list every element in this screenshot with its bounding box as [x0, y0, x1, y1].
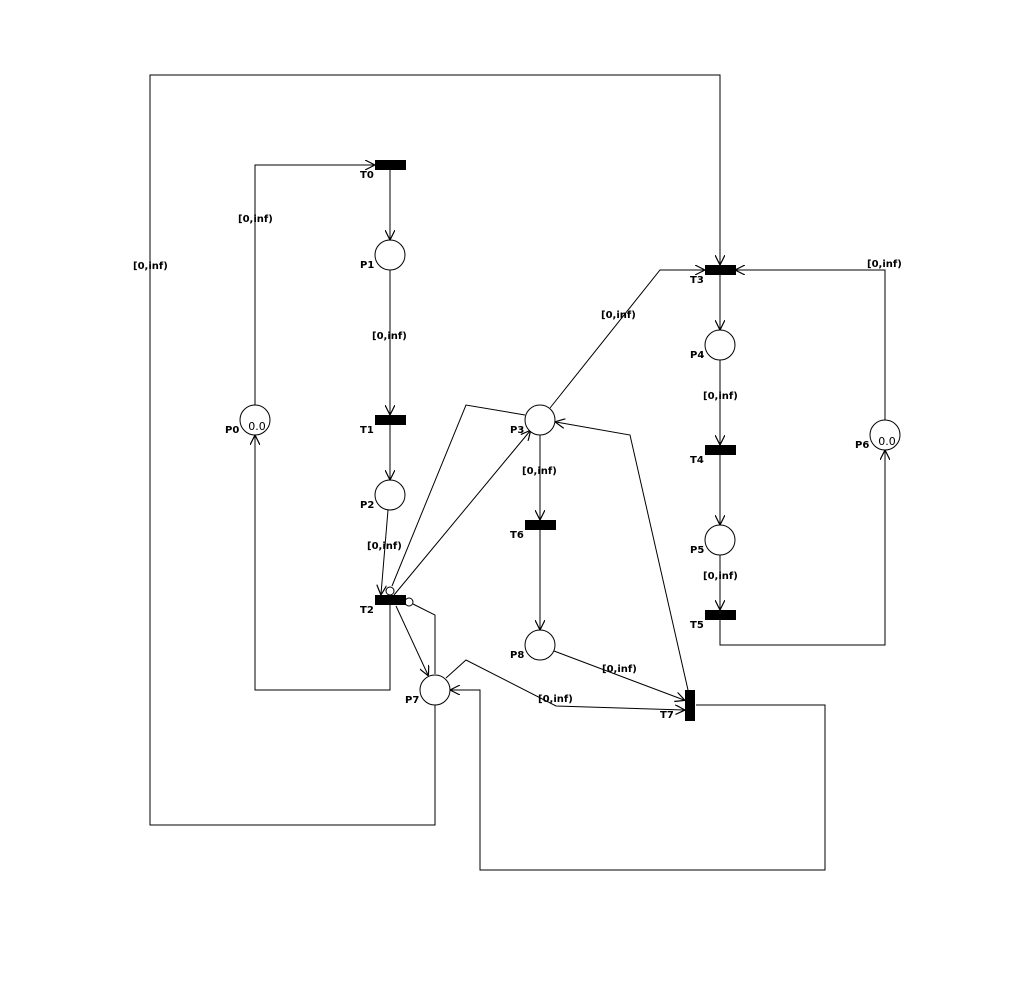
- transition-t4-label: T4: [690, 455, 704, 466]
- arc-t7-p7: [451, 690, 826, 871]
- places: 0.0 P0 P1 P2 P3 P4 P5 0.0 P6: [225, 239, 901, 706]
- transitions: T0 T1 T2 T3 T4 T5 T6 T7: [360, 160, 736, 721]
- arc-label-p7-t7: [0,inf): [538, 694, 573, 705]
- transition-t2-label: T2: [360, 605, 374, 616]
- place-p0[interactable]: 0.0 P0: [225, 404, 271, 436]
- transition-t5[interactable]: T5: [690, 610, 736, 631]
- place-p7[interactable]: P7: [405, 674, 451, 706]
- transition-t3-label: T3: [690, 275, 704, 286]
- transition-t0-label: T0: [360, 170, 374, 181]
- arc-p0-t0: [254, 165, 374, 405]
- arc-label-p5-t5: [0,inf): [703, 571, 738, 582]
- place-p8-label: P8: [510, 650, 524, 661]
- transition-t5-label: T5: [690, 620, 704, 631]
- arc-p6-t3: [736, 270, 886, 420]
- arc-t2-p0: [255, 436, 391, 691]
- arc-label-p8-t7: [0,inf): [602, 664, 637, 675]
- arc-p8-t7: [553, 650, 684, 700]
- arc-p7-t7: [445, 659, 684, 710]
- transition-t3[interactable]: T3: [690, 265, 736, 286]
- place-p2-label: P2: [360, 500, 374, 511]
- arc-t2-p3: [393, 431, 530, 596]
- transition-t0[interactable]: T0: [360, 160, 406, 181]
- transition-t4[interactable]: T4: [690, 445, 736, 466]
- arc-label-p1-t1: [0,inf): [372, 331, 407, 342]
- arc-p2-t2: [381, 509, 389, 594]
- arc-label-p3-t3: [0,inf): [601, 310, 636, 321]
- place-p6[interactable]: 0.0 P6: [855, 419, 901, 451]
- place-p0-tokens: 0.0: [248, 420, 266, 433]
- arc-labels: [0,inf) [0,inf) [0,inf) [0,inf) [0,inf) …: [133, 214, 902, 705]
- place-p6-tokens: 0.0: [878, 435, 896, 448]
- place-p5-label: P5: [690, 545, 704, 556]
- transition-t6[interactable]: T6: [510, 520, 556, 541]
- place-p0-label: P0: [225, 425, 239, 436]
- arc-t5-p6: [719, 451, 885, 646]
- arc-label-p2-t2: [0,inf): [367, 541, 402, 552]
- place-p6-label: P6: [855, 440, 869, 451]
- transition-t1-label: T1: [360, 425, 374, 436]
- arc-p7-t3: [149, 74, 720, 826]
- arc-label-p6-t3: [0,inf): [867, 259, 902, 270]
- place-p1-label: P1: [360, 260, 374, 271]
- place-p4-label: P4: [690, 350, 704, 361]
- arc-label-p4-t4: [0,inf): [703, 391, 738, 402]
- transition-t7-label: T7: [660, 710, 674, 721]
- arc-p3-t3: [549, 270, 704, 409]
- transition-t7[interactable]: T7: [660, 690, 695, 721]
- arc-p3-t2-inhibitor: [391, 404, 526, 587]
- place-p1[interactable]: P1: [360, 239, 406, 271]
- inhibitor-circle-p3-t2: [385, 586, 395, 596]
- arc-label-p0-t0: [0,inf): [238, 214, 273, 225]
- place-p2[interactable]: P2: [360, 479, 406, 511]
- arc-p7-t2-inhibitor: [412, 603, 436, 674]
- transition-t6-label: T6: [510, 530, 524, 541]
- place-p4[interactable]: P4: [690, 329, 736, 361]
- arc-label-p7-t3: [0,inf): [133, 261, 168, 272]
- place-p3-label: P3: [510, 425, 524, 436]
- transition-t1[interactable]: T1: [360, 415, 406, 436]
- transition-t2[interactable]: T2: [360, 595, 406, 616]
- arcs: [149, 74, 886, 871]
- arc-label-p3-t6: [0,inf): [522, 466, 557, 477]
- place-p8[interactable]: P8: [510, 629, 556, 661]
- arc-t2-p7: [395, 605, 428, 675]
- place-p3[interactable]: P3: [510, 404, 556, 436]
- arc-t7-p3: [556, 422, 689, 691]
- inhibitor-circle-p7-t2: [404, 597, 414, 607]
- place-p7-label: P7: [405, 695, 419, 706]
- place-p5[interactable]: P5: [690, 524, 736, 556]
